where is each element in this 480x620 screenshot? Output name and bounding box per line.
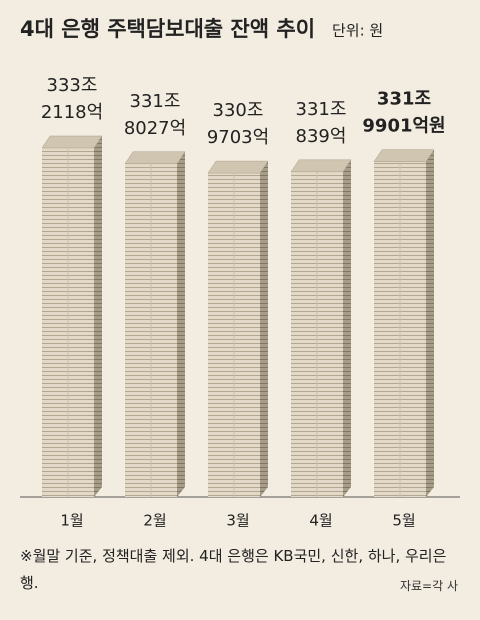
bar-top xyxy=(41,135,103,149)
value-label: 2118억 xyxy=(41,102,103,123)
value-label: 330조 xyxy=(213,100,264,121)
value-label: 331조 xyxy=(296,99,347,120)
bar-top xyxy=(124,151,186,165)
bar-top xyxy=(373,149,435,162)
value-label: 839억 xyxy=(296,126,347,147)
bar-side xyxy=(343,159,351,498)
bar-side xyxy=(426,149,434,497)
x-tick-label: 1월 xyxy=(60,512,83,530)
note: ※월말 기준, 정책대출 제외. 4대 은행은 KB국민, 신한, 하나, 우리… xyxy=(20,547,447,592)
value-label: 331조 xyxy=(130,91,181,112)
x-tick-label: 3월 xyxy=(226,512,249,530)
value-label: 331조 xyxy=(377,89,431,110)
bar-side xyxy=(260,161,268,497)
value-label: 9901억원 xyxy=(362,116,445,137)
value-label: 333조 xyxy=(47,75,98,96)
value-label: 8027억 xyxy=(124,118,186,139)
unit-label: 단위: 원 xyxy=(332,22,383,40)
x-tick-label: 5월 xyxy=(392,512,415,530)
x-tick-label: 2월 xyxy=(143,512,166,530)
bar-top xyxy=(207,160,269,174)
x-tick-label: 4월 xyxy=(309,512,332,530)
value-label: 9703억 xyxy=(207,127,269,148)
bar-side xyxy=(177,151,185,497)
bar-side xyxy=(94,136,102,497)
chart-title: 4대 은행 주택담보대출 잔액 추이 xyxy=(20,17,315,41)
bar-top xyxy=(290,159,352,173)
source: 자료=각 사 xyxy=(399,579,458,593)
